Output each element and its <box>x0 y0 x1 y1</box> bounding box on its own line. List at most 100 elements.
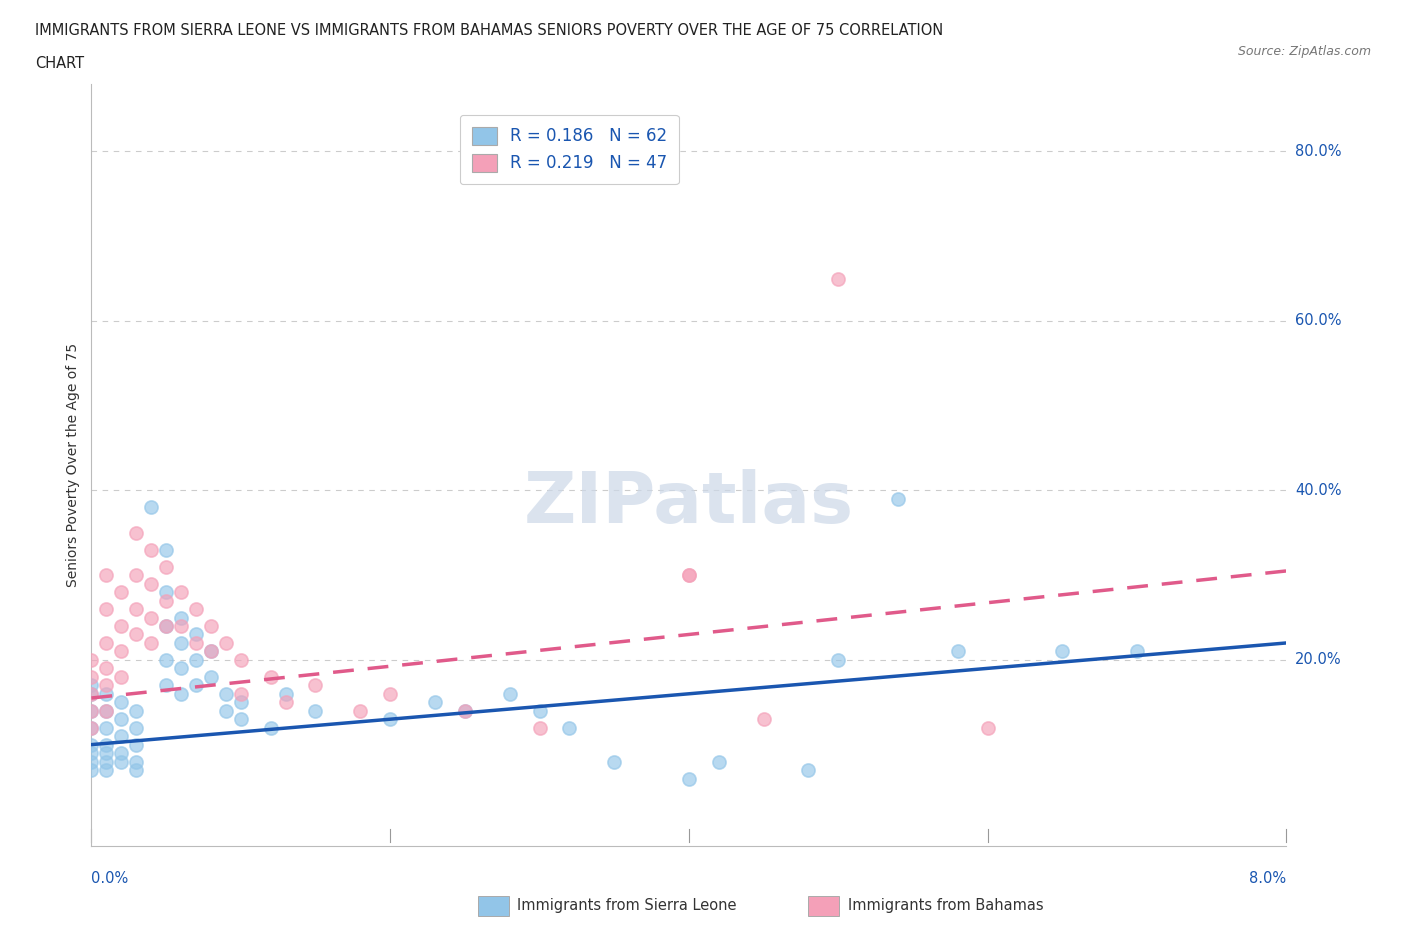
Point <box>529 703 551 718</box>
Point <box>976 720 998 735</box>
Text: 40.0%: 40.0% <box>1295 483 1341 498</box>
Point <box>80 737 103 752</box>
Point <box>80 754 103 769</box>
Point <box>155 618 177 633</box>
Text: 60.0%: 60.0% <box>1295 313 1341 328</box>
Point <box>80 763 103 777</box>
Point <box>498 686 520 701</box>
Point <box>110 618 132 633</box>
Point <box>454 703 477 718</box>
Point <box>96 737 118 752</box>
Point <box>797 763 820 777</box>
Point <box>141 610 162 625</box>
Point <box>155 618 177 633</box>
Point <box>80 720 103 735</box>
Point <box>80 678 103 693</box>
Point <box>229 653 252 668</box>
Point <box>200 644 222 658</box>
Point <box>184 627 207 642</box>
Point <box>200 670 222 684</box>
Point <box>184 678 207 693</box>
Point <box>229 695 252 710</box>
Point <box>215 703 238 718</box>
Point <box>229 711 252 726</box>
Point <box>96 686 118 701</box>
Point <box>80 720 103 735</box>
Point <box>170 661 193 676</box>
Point <box>349 703 371 718</box>
Point <box>80 670 103 684</box>
Point <box>827 272 849 286</box>
Point <box>96 746 118 761</box>
Text: Immigrants from Sierra Leone: Immigrants from Sierra Leone <box>517 898 737 913</box>
Text: 80.0%: 80.0% <box>1295 144 1341 159</box>
Point <box>80 686 103 701</box>
Point <box>184 602 207 617</box>
Point <box>1052 644 1074 658</box>
Point <box>125 763 148 777</box>
Point <box>603 754 626 769</box>
Point <box>125 720 148 735</box>
Text: 0.0%: 0.0% <box>91 871 128 886</box>
Point <box>184 653 207 668</box>
Point <box>155 593 177 608</box>
Point <box>170 610 193 625</box>
Point <box>678 771 700 786</box>
Point <box>200 644 222 658</box>
Point <box>229 686 252 701</box>
Point <box>378 711 402 726</box>
Point <box>125 627 148 642</box>
Legend: R = 0.186   N = 62, R = 0.219   N = 47: R = 0.186 N = 62, R = 0.219 N = 47 <box>460 115 679 184</box>
Point <box>96 703 118 718</box>
Point <box>96 567 118 582</box>
Point <box>378 686 402 701</box>
Point <box>96 763 118 777</box>
Point <box>96 703 118 718</box>
Point <box>96 602 118 617</box>
Point <box>215 635 238 650</box>
Point <box>110 711 132 726</box>
Point <box>110 695 132 710</box>
Text: 8.0%: 8.0% <box>1250 871 1286 886</box>
Point <box>200 618 222 633</box>
Point <box>125 525 148 540</box>
Point <box>155 542 177 557</box>
Point <box>184 635 207 650</box>
Text: CHART: CHART <box>35 56 84 71</box>
Point <box>125 602 148 617</box>
Point <box>170 618 193 633</box>
Point <box>141 500 162 515</box>
Point <box>423 695 446 710</box>
Point <box>1126 644 1149 658</box>
Point <box>887 491 910 506</box>
Point <box>827 653 849 668</box>
Point <box>155 678 177 693</box>
Point <box>215 686 238 701</box>
Point <box>274 686 297 701</box>
Point <box>170 686 193 701</box>
Text: ZIPatlas: ZIPatlas <box>524 469 853 538</box>
Point <box>110 585 132 600</box>
Point <box>752 711 775 726</box>
Point <box>125 703 148 718</box>
Point <box>110 670 132 684</box>
Point <box>125 754 148 769</box>
Point <box>96 661 118 676</box>
Point <box>110 746 132 761</box>
Point <box>946 644 969 658</box>
Text: Source: ZipAtlas.com: Source: ZipAtlas.com <box>1237 45 1371 58</box>
Point <box>170 635 193 650</box>
Text: 20.0%: 20.0% <box>1295 652 1341 668</box>
Y-axis label: Seniors Poverty Over the Age of 75: Seniors Poverty Over the Age of 75 <box>66 343 80 587</box>
Point <box>155 653 177 668</box>
Point <box>80 746 103 761</box>
Point <box>125 737 148 752</box>
Point <box>304 678 326 693</box>
Point <box>110 644 132 658</box>
Point <box>170 585 193 600</box>
Point <box>110 729 132 744</box>
Point <box>155 559 177 574</box>
Text: Immigrants from Bahamas: Immigrants from Bahamas <box>848 898 1043 913</box>
Point <box>96 635 118 650</box>
Point <box>141 542 162 557</box>
